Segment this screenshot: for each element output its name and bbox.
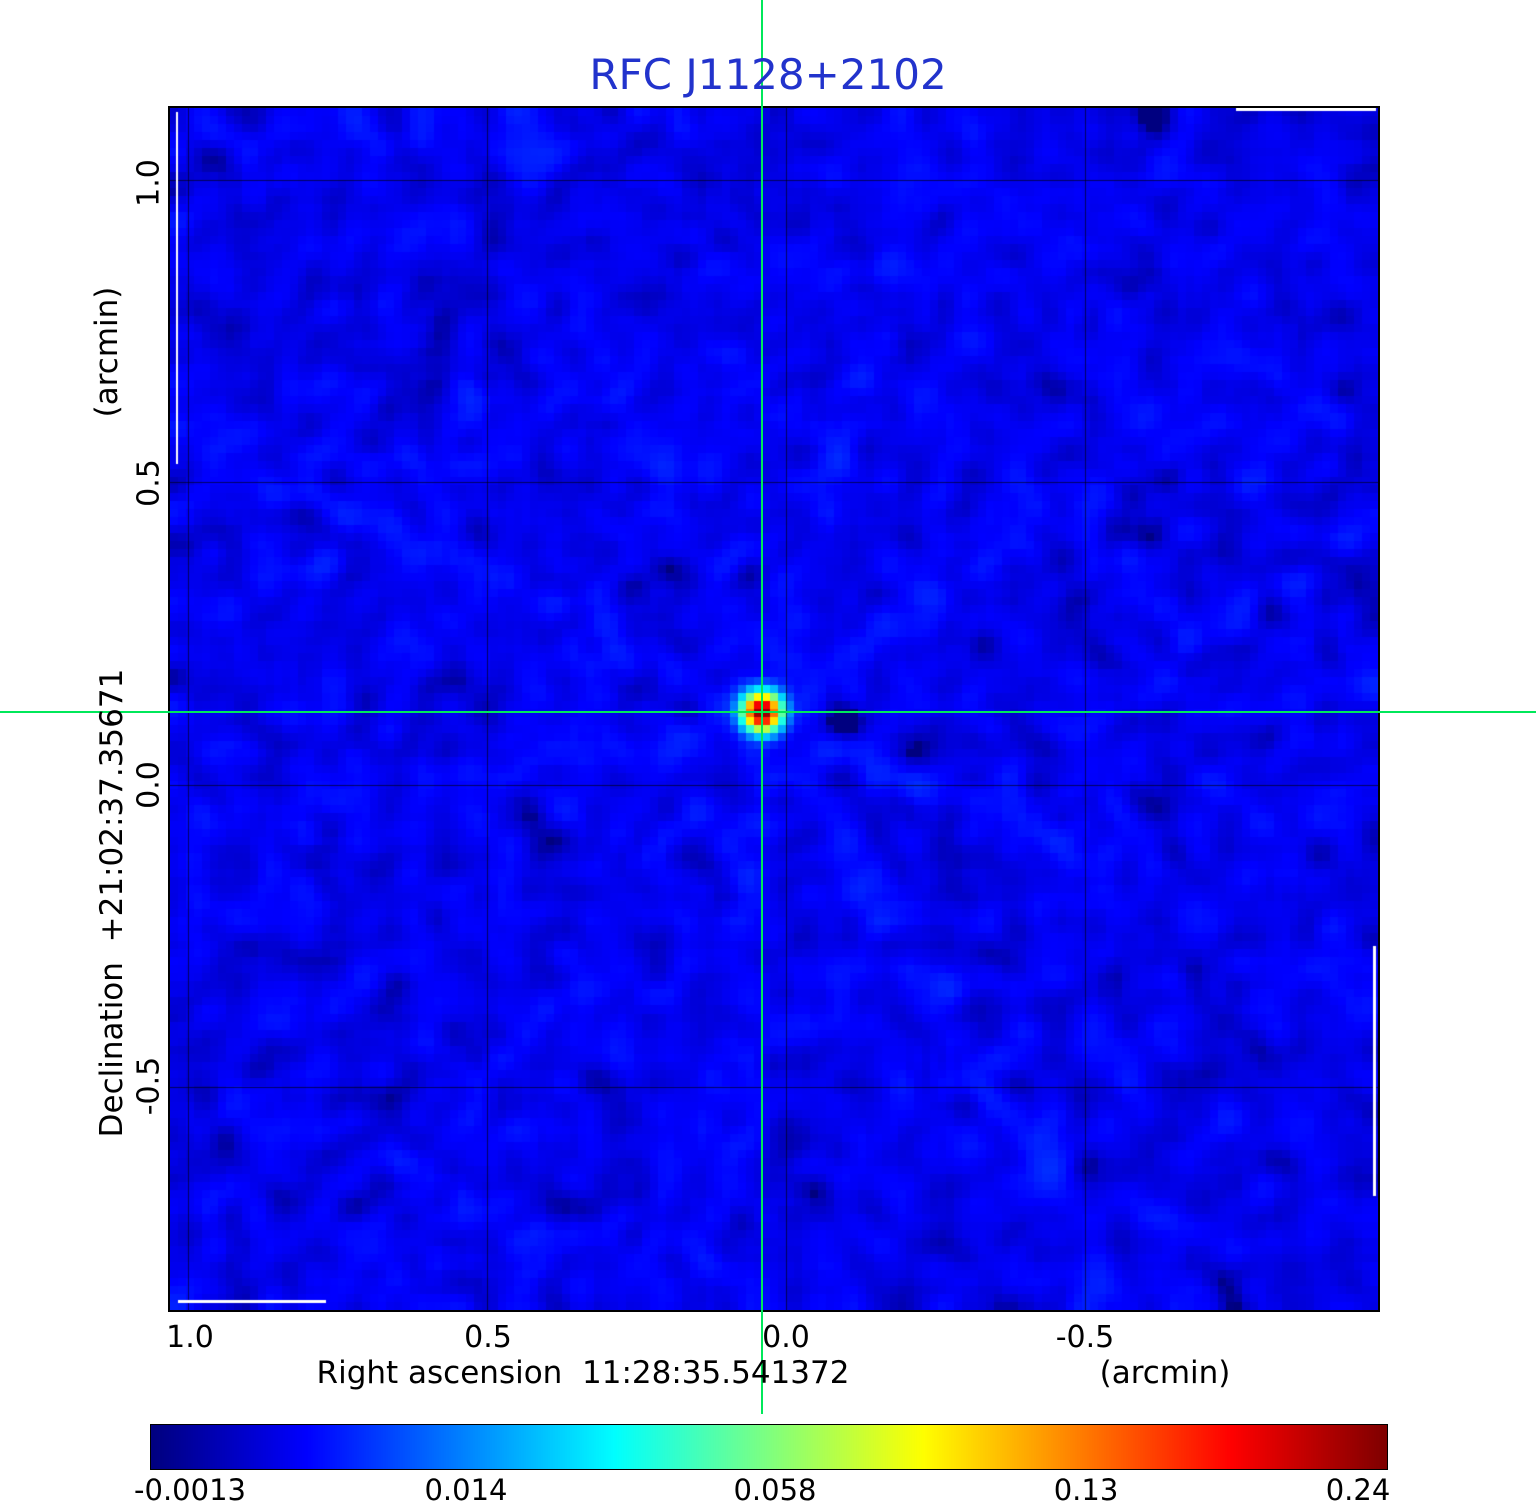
x-tick-label-1: 0.5 bbox=[464, 1320, 512, 1355]
crosshair-vertical-line bbox=[761, 0, 763, 1414]
page-title: RFC J1128+2102 bbox=[589, 50, 947, 99]
y-tick-label-1: 0.5 bbox=[131, 459, 167, 507]
colorbar-tick-label-2: 0.058 bbox=[733, 1473, 817, 1507]
crosshair-horizontal-line bbox=[0, 711, 1536, 713]
x-axis-label: Right ascension 11:28:35.541372 bbox=[316, 1355, 850, 1391]
sky-map-canvas bbox=[170, 108, 1378, 1310]
colorbar-canvas bbox=[151, 1425, 1387, 1469]
colorbar bbox=[150, 1424, 1388, 1470]
y-tick-label-3: -0.5 bbox=[131, 1056, 167, 1116]
y-axis-unit: (arcmin) bbox=[89, 286, 125, 418]
colorbar-tick-label-3: 0.13 bbox=[1053, 1473, 1119, 1507]
x-tick-label-2: 0.0 bbox=[762, 1320, 810, 1355]
x-tick-label-0: 1.0 bbox=[166, 1320, 214, 1355]
x-tick-label-3: -0.5 bbox=[1055, 1320, 1115, 1355]
y-tick-label-2: 0.0 bbox=[131, 761, 167, 809]
y-tick-label-0: 1.0 bbox=[131, 159, 167, 207]
colorbar-tick-label-4: 0.24 bbox=[1325, 1473, 1391, 1507]
colorbar-tick-label-0: -0.0013 bbox=[134, 1473, 246, 1507]
x-axis-unit: (arcmin) bbox=[1099, 1355, 1231, 1391]
y-axis-label: Declination +21:02:37.35671 bbox=[94, 668, 130, 1138]
colorbar-tick-label-1: 0.014 bbox=[424, 1473, 508, 1507]
sky-map-plot bbox=[168, 106, 1380, 1312]
